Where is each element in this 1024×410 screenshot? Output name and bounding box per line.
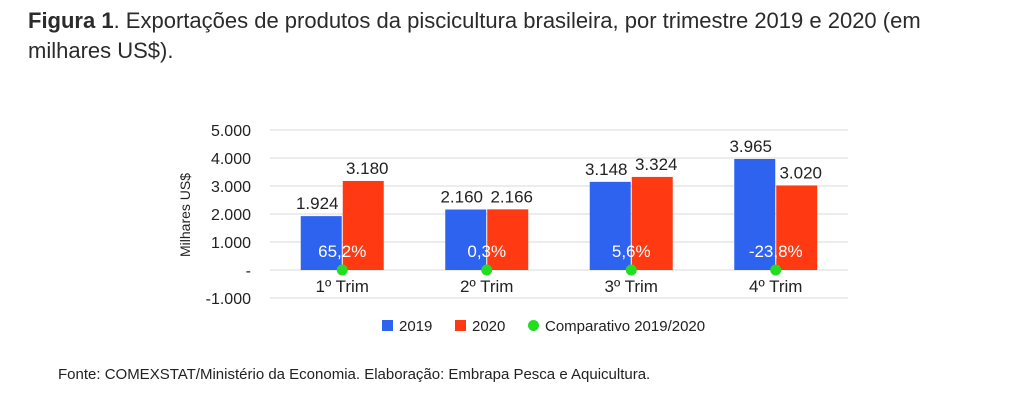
- legend-swatch: [528, 320, 539, 331]
- bar-2020: [776, 185, 818, 270]
- legend-label: 2019: [399, 318, 432, 335]
- bar-2019: [734, 158, 776, 270]
- caption-text: . Exportações de produtos da piscicultur…: [28, 8, 921, 63]
- category-label: 1º Trim: [316, 277, 369, 296]
- data-label-2020: 3.020: [779, 163, 822, 182]
- y-tick-label: -1.000: [206, 291, 251, 308]
- data-label-2020: 2.166: [490, 187, 533, 206]
- y-tick-label: -: [246, 263, 251, 280]
- category-label: 2º Trim: [460, 277, 513, 296]
- y-tick-label: 3.000: [211, 179, 251, 196]
- category-labels: 1º Trim 2º Trim 3º Trim 4º Trim: [316, 277, 803, 296]
- y-tick-label: 5.000: [211, 123, 251, 140]
- comparativo-marker: [481, 264, 493, 276]
- data-label-2020: 3.180: [346, 159, 389, 178]
- y-axis-label: Milhares US$: [177, 173, 193, 257]
- data-labels: 1.924 3.180 65,2% 2.160 2.166 0,3% 3.148 3.324 5…: [296, 137, 822, 276]
- figure-caption: Figura 1. Exportações de produtos da pis…: [28, 6, 988, 66]
- comparativo-marker: [770, 264, 782, 276]
- bar-2020: [342, 180, 384, 270]
- y-tick-label: 4.000: [211, 151, 251, 168]
- source-note: Fonte: COMEXSTAT/Ministério da Economia.…: [58, 366, 651, 383]
- comparativo-label: 5,6%: [612, 242, 651, 261]
- data-label-2019: 3.148: [585, 160, 628, 179]
- bars: [300, 158, 818, 270]
- legend: 2019 2020 Comparativo 2019/2020: [382, 318, 705, 335]
- legend-swatch: [455, 320, 466, 331]
- data-label-2019: 2.160: [440, 188, 483, 207]
- legend-label: 2020: [472, 318, 505, 335]
- bar-2020: [487, 209, 529, 270]
- category-label: 3º Trim: [605, 277, 658, 296]
- y-tick-label: 1.000: [211, 235, 251, 252]
- bar-2020: [631, 176, 673, 270]
- data-label-2019: 3.965: [729, 137, 772, 156]
- bar-2019: [300, 216, 342, 270]
- legend-swatch: [382, 320, 393, 331]
- comparativo-label: 65,2%: [318, 242, 366, 261]
- comparativo-marker: [625, 264, 637, 276]
- legend-label: Comparativo 2019/2020: [545, 318, 705, 335]
- comparativo-label: 0,3%: [467, 242, 506, 261]
- data-label-2020: 3.324: [635, 155, 678, 174]
- comparativo-marker: [336, 264, 348, 276]
- caption-label: Figura 1: [28, 8, 114, 33]
- y-tick-label: 2.000: [211, 207, 251, 224]
- y-axis-ticks: 5.000 4.000 3.000 2.000 1.000 - -1.000: [206, 123, 251, 308]
- data-label-2019: 1.924: [296, 194, 339, 213]
- comparativo-label: -23,8%: [749, 242, 803, 261]
- category-label: 4º Trim: [749, 277, 802, 296]
- bar-2019: [589, 181, 631, 270]
- bar-2019: [445, 209, 487, 270]
